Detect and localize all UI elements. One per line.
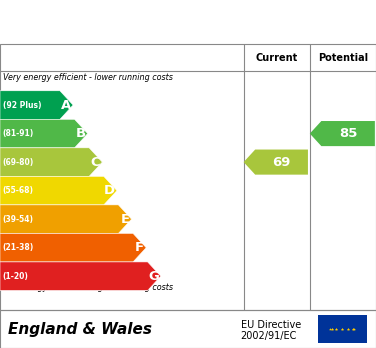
Polygon shape bbox=[0, 148, 102, 176]
Text: Not energy efficient - higher running costs: Not energy efficient - higher running co… bbox=[3, 283, 173, 292]
Bar bbox=[318, 315, 367, 343]
Polygon shape bbox=[310, 121, 375, 146]
Text: EU Directive: EU Directive bbox=[241, 320, 301, 330]
Text: G: G bbox=[148, 270, 159, 283]
Text: Very energy efficient - lower running costs: Very energy efficient - lower running co… bbox=[3, 73, 173, 82]
Text: C: C bbox=[91, 156, 100, 168]
Text: Potential: Potential bbox=[318, 53, 368, 63]
Polygon shape bbox=[0, 91, 73, 119]
Polygon shape bbox=[0, 119, 88, 148]
Text: (92 Plus): (92 Plus) bbox=[3, 101, 41, 110]
Text: (1-20): (1-20) bbox=[3, 272, 29, 281]
Text: F: F bbox=[135, 241, 144, 254]
Polygon shape bbox=[0, 176, 117, 205]
Text: E: E bbox=[120, 213, 130, 226]
Polygon shape bbox=[0, 234, 146, 262]
Text: (81-91): (81-91) bbox=[3, 129, 34, 138]
Text: D: D bbox=[104, 184, 115, 197]
Text: (21-38): (21-38) bbox=[3, 243, 34, 252]
Polygon shape bbox=[0, 205, 132, 234]
Text: A: A bbox=[61, 98, 71, 112]
Text: Energy Efficiency Rating: Energy Efficiency Rating bbox=[8, 13, 247, 31]
Text: 69: 69 bbox=[272, 156, 291, 168]
Text: B: B bbox=[76, 127, 86, 140]
Text: Current: Current bbox=[256, 53, 298, 63]
Text: (69-80): (69-80) bbox=[3, 158, 34, 167]
Text: England & Wales: England & Wales bbox=[8, 322, 152, 337]
Text: 2002/91/EC: 2002/91/EC bbox=[241, 331, 297, 341]
Text: (39-54): (39-54) bbox=[3, 215, 33, 224]
Polygon shape bbox=[0, 262, 161, 291]
Text: 85: 85 bbox=[339, 127, 357, 140]
Polygon shape bbox=[244, 150, 308, 175]
Text: (55-68): (55-68) bbox=[3, 186, 33, 195]
